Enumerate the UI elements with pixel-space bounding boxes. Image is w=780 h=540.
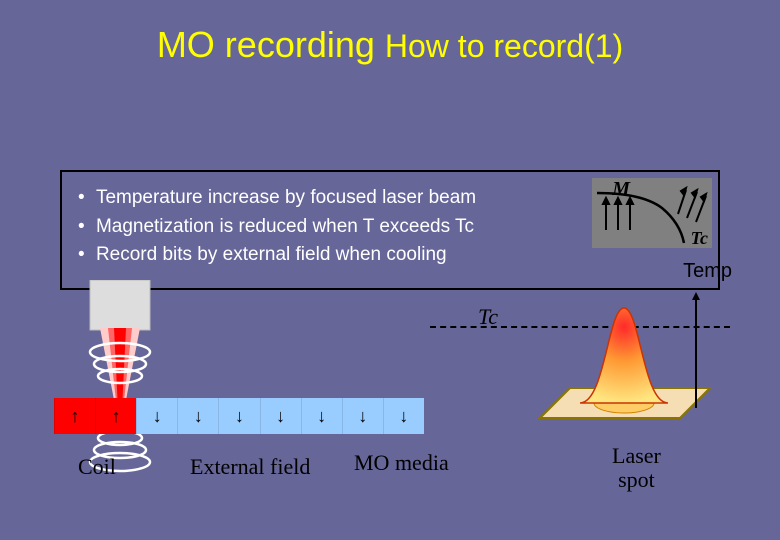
bit-4: ↓	[218, 398, 259, 434]
bit-5: ↓	[260, 398, 301, 434]
mo-media-bar: ↑ ↑ ↓ ↓ ↓ ↓ ↓ ↓ ↓	[54, 398, 424, 434]
laser-spot-diagram	[520, 288, 720, 438]
laser-beam-diagram	[70, 280, 250, 470]
bit-2: ↓	[136, 398, 177, 434]
title-sub: How to record(1)	[385, 28, 623, 64]
tc-label-inset: Tc	[691, 228, 708, 249]
temp-label: Temp	[683, 260, 732, 283]
bit-1: ↑	[95, 398, 136, 434]
label-external-field: External field	[190, 454, 310, 480]
bit-3: ↓	[177, 398, 218, 434]
slide-title: MO recording How to record(1)	[0, 0, 780, 66]
bit-7: ↓	[342, 398, 383, 434]
bit-8: ↓	[383, 398, 424, 434]
title-main: MO recording	[157, 24, 385, 65]
label-laser-spot: Laserspot	[612, 444, 661, 492]
label-mo-media: MO media	[354, 450, 449, 476]
bit-6: ↓	[301, 398, 342, 434]
tc-label: Tc	[478, 304, 498, 330]
m-label: M	[612, 178, 630, 201]
bit-0: ↑	[54, 398, 95, 434]
label-coil: Coil	[78, 454, 116, 480]
